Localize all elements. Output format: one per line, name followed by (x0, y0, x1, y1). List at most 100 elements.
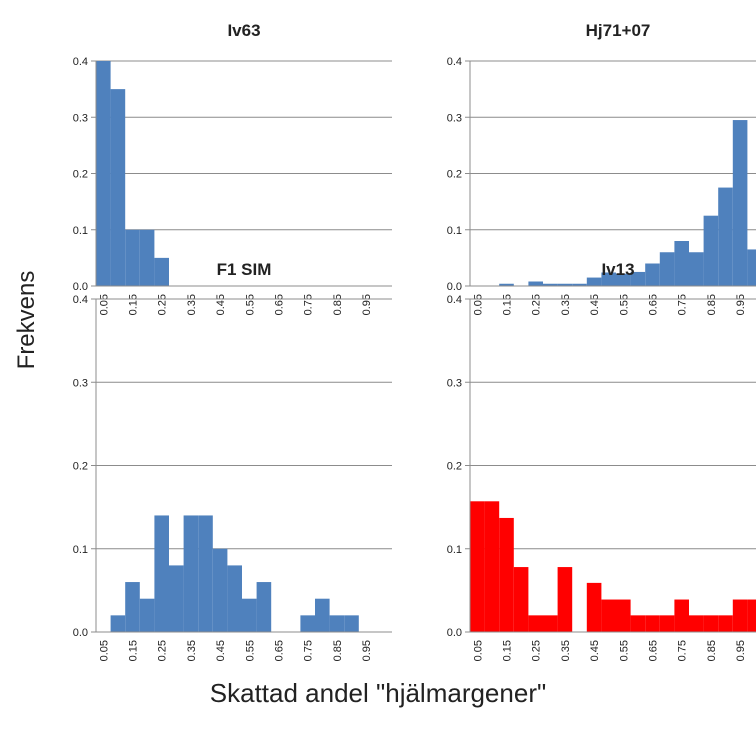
x-tick-label: 0.35 (186, 294, 198, 315)
bar (747, 249, 756, 286)
x-tick-label: 0.15 (128, 640, 140, 661)
x-tick-label: 0.05 (472, 294, 484, 315)
x-tick-label: 0.45 (589, 640, 601, 661)
x-tick-label: 0.25 (531, 294, 543, 315)
bar (125, 229, 140, 286)
x-tick-label: 0.35 (560, 640, 572, 661)
bar (470, 501, 485, 632)
x-tick-label: 0.85 (332, 640, 344, 661)
x-tick-label: 0.55 (618, 294, 630, 315)
bar (110, 615, 126, 632)
bar (329, 615, 345, 632)
y-tick-label: 0.2 (73, 169, 88, 181)
y-tick-label: 0.3 (447, 377, 462, 389)
bar (586, 582, 602, 632)
bar (300, 615, 315, 632)
x-tick-label: 0.75 (677, 640, 689, 661)
x-tick-label: 0.55 (244, 294, 256, 315)
bar (139, 229, 155, 286)
bar (630, 271, 646, 286)
bar (718, 187, 733, 286)
x-tick-label: 0.25 (157, 294, 169, 315)
x-tick-label: 0.35 (186, 640, 198, 661)
bar (169, 565, 184, 632)
x-tick-label: 0.65 (274, 294, 286, 315)
bar (513, 567, 529, 632)
bar (557, 283, 573, 286)
bar (747, 599, 756, 632)
chart-title: Hj71+07 (586, 21, 651, 40)
bar (528, 615, 543, 632)
bar (674, 599, 689, 632)
bar (110, 89, 126, 286)
x-tick-label: 0.25 (531, 640, 543, 661)
bar (732, 120, 748, 286)
chart-title: F1 SIM (217, 260, 272, 279)
x-tick-label: 0.15 (502, 294, 514, 315)
y-tick-label: 0.4 (447, 294, 462, 306)
y-tick-label: 0.1 (447, 544, 462, 556)
y-tick-label: 0.4 (73, 56, 88, 68)
x-tick-label: 0.75 (677, 294, 689, 315)
bar (154, 515, 169, 632)
y-tick-label: 0.3 (73, 112, 88, 124)
bar (645, 263, 660, 286)
y-tick-label: 0.2 (447, 169, 462, 181)
bar (256, 582, 272, 632)
x-tick-label: 0.65 (648, 640, 660, 661)
x-tick-label: 0.55 (244, 640, 256, 661)
y-tick-label: 0.4 (73, 294, 88, 306)
bar (586, 277, 602, 286)
bar (689, 252, 704, 286)
y-tick-label: 0.3 (447, 112, 462, 124)
bar (557, 567, 573, 632)
x-tick-label: 0.45 (215, 294, 227, 315)
bar (616, 273, 631, 286)
bar (543, 615, 558, 632)
x-tick-label: 0.35 (560, 294, 572, 315)
x-tick-label: 0.95 (735, 294, 747, 315)
chart-panel-4: Iv13 0.0 0.1 0.2 0.3 0.4 0.05 0.15 0.25 0.35 0.45 0… (447, 260, 756, 661)
y-tick-label: 0.0 (73, 627, 88, 639)
bar (139, 598, 155, 632)
figure-y-axis-label-text: Frekvens (13, 271, 40, 370)
y-tick-label: 0.0 (73, 281, 88, 293)
figure-y-axis-label: Frekvens (13, 271, 40, 370)
bar (96, 61, 111, 286)
bar (242, 598, 257, 632)
chart-panel-3: F1 SIM 0.0 0.1 0.2 0.3 0.4 0.05 0.15 0.25 0.35 0.4… (73, 260, 392, 661)
bar (601, 599, 616, 632)
bar (183, 515, 199, 632)
bar (212, 548, 228, 632)
bar (572, 283, 587, 286)
bar (125, 582, 140, 632)
bar (227, 565, 242, 632)
bar (344, 615, 359, 632)
y-tick-label: 0.0 (447, 281, 462, 293)
x-tick-label: 0.15 (128, 294, 140, 315)
x-tick-label: 0.45 (215, 640, 227, 661)
bar (630, 615, 646, 632)
bar (484, 501, 500, 632)
bar (718, 615, 733, 632)
bar (616, 599, 631, 632)
bar (703, 215, 719, 286)
y-tick-label: 0.2 (73, 461, 88, 473)
x-tick-label: 0.25 (157, 640, 169, 661)
y-tick-label: 0.1 (73, 225, 88, 237)
x-tick-label: 0.75 (303, 640, 315, 661)
x-tick-label: 0.85 (332, 294, 344, 315)
bar (674, 241, 689, 286)
y-tick-label: 0.2 (447, 461, 462, 473)
y-tick-label: 0.0 (447, 627, 462, 639)
x-tick-label: 0.15 (502, 640, 514, 661)
y-tick-label: 0.1 (447, 225, 462, 237)
x-tick-label: 0.55 (618, 640, 630, 661)
bar (499, 517, 514, 632)
y-tick-label: 0.3 (73, 377, 88, 389)
bar (154, 257, 169, 286)
bar (659, 615, 675, 632)
bar (198, 515, 213, 632)
bar (689, 615, 704, 632)
